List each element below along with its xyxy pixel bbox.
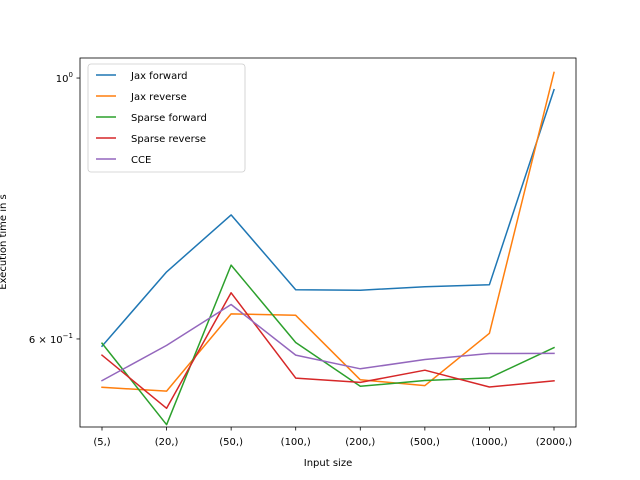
series-line-cce — [100, 303, 555, 382]
x-tick-label: (500,) — [410, 437, 440, 448]
x-tick-label: (100,) — [281, 437, 311, 448]
x-tick-label: (20,) — [155, 437, 179, 448]
x-tick-label: (2000,) — [536, 437, 573, 448]
legend-label: Jax reverse — [130, 92, 187, 103]
x-tick-label: (5,) — [93, 437, 110, 448]
x-axis-label: Input size — [304, 458, 352, 469]
legend-label: Sparse reverse — [131, 134, 206, 145]
x-tick-label: (50,) — [219, 437, 243, 448]
series-line-sparse-forward — [100, 264, 555, 426]
x-tick-label: (1000,) — [471, 437, 508, 448]
legend-label: CCE — [131, 155, 151, 166]
series-line-jax-reverse — [101, 71, 555, 392]
series-line-sparse-reverse — [100, 292, 555, 410]
legend-box — [87, 63, 246, 173]
legend-label: Sparse forward — [131, 113, 207, 124]
series-line-jax-forward — [100, 88, 555, 348]
y-axis-label: Execution time in s — [0, 194, 9, 290]
y-tick-label: 100 — [56, 71, 73, 85]
plot-frame — [79, 57, 577, 428]
x-tick-label: (200,) — [345, 437, 375, 448]
y-tick-label: 6 × 10−1 — [29, 332, 73, 346]
legend: Jax forward Jax reverse Sparse forward Spar… — [87, 63, 246, 173]
legend-label: Jax forward — [130, 71, 188, 82]
